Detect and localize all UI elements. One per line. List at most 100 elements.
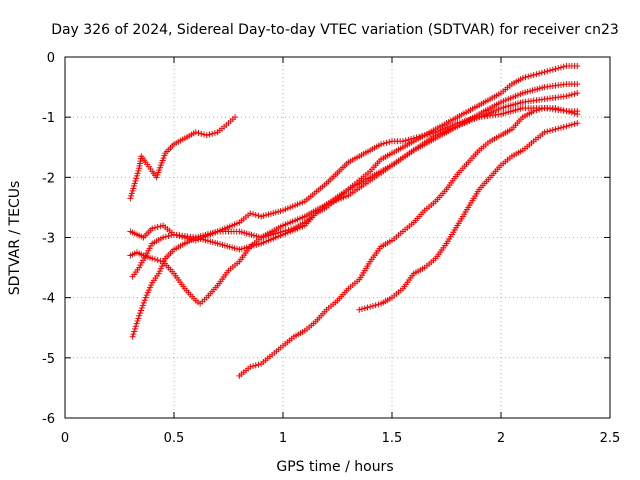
data-point <box>519 75 526 82</box>
data-point <box>157 223 164 230</box>
data-point <box>568 91 575 98</box>
data-point <box>131 180 138 187</box>
data-series <box>356 120 581 313</box>
data-point <box>547 67 554 74</box>
data-point <box>250 211 257 218</box>
data-point <box>192 129 199 136</box>
data-point <box>133 320 140 327</box>
data-point <box>134 170 141 177</box>
data-point <box>144 289 151 296</box>
data-point <box>161 258 168 265</box>
data-point <box>533 107 540 114</box>
data-point <box>247 363 254 370</box>
data-point <box>574 81 581 88</box>
x-tick-label: 0 <box>61 431 69 446</box>
data-point <box>165 232 172 239</box>
data-point <box>134 317 141 324</box>
data-point <box>375 301 382 308</box>
x-tick-label: 2 <box>497 431 505 446</box>
data-point <box>560 107 567 114</box>
data-point <box>552 126 559 133</box>
data-point <box>378 141 385 148</box>
y-tick-label: -6 <box>42 412 55 427</box>
data-point <box>130 185 137 192</box>
data-point <box>574 90 581 97</box>
data-point <box>129 187 136 194</box>
data-point <box>151 224 158 231</box>
x-tick-label: 1.5 <box>382 431 403 446</box>
y-tick-label: -3 <box>42 232 55 247</box>
data-point <box>138 304 145 311</box>
data-point <box>252 362 259 369</box>
data-series <box>236 105 581 379</box>
data-point <box>538 105 545 112</box>
data-point <box>547 127 554 134</box>
data-point <box>536 106 543 113</box>
data-point <box>155 270 162 277</box>
data-point <box>560 123 567 130</box>
data-point <box>247 210 254 217</box>
data-point <box>560 63 567 70</box>
data-point <box>200 131 207 138</box>
data-point <box>131 328 138 335</box>
data-point <box>402 137 409 144</box>
data-point <box>133 175 140 182</box>
data-point <box>148 282 155 289</box>
data-point <box>527 72 534 79</box>
plot-frame <box>64 56 611 419</box>
data-point <box>145 287 152 294</box>
data-series <box>129 63 581 280</box>
data-point <box>380 140 387 147</box>
data-point <box>132 325 139 332</box>
data-point <box>137 307 144 314</box>
data-point <box>557 64 564 71</box>
data-point <box>367 303 374 310</box>
data-point <box>522 74 529 81</box>
data-point <box>536 70 543 77</box>
data-point <box>372 302 379 309</box>
data-points <box>127 63 581 379</box>
y-tick-label: 0 <box>47 51 55 66</box>
data-point <box>151 256 158 263</box>
data-point <box>399 138 406 145</box>
data-point <box>129 333 136 340</box>
data-point <box>568 121 575 128</box>
data-point <box>137 310 144 317</box>
data-point <box>361 305 368 312</box>
data-point <box>135 167 142 174</box>
data-point <box>383 139 390 146</box>
data-point <box>541 129 548 136</box>
data-point <box>160 260 167 267</box>
data-point <box>206 131 213 138</box>
data-point <box>128 192 135 199</box>
axis-ticks: 0 0.5 1 1.5 2 2.5 -6 -5 -4 -3 -2 -1 0 <box>42 51 620 446</box>
data-point <box>139 302 146 309</box>
data-point <box>157 265 164 272</box>
data-point <box>209 130 216 137</box>
data-point <box>131 182 138 189</box>
data-point <box>356 306 363 313</box>
data-point <box>571 120 578 127</box>
data-point <box>549 126 556 133</box>
data-point <box>143 292 150 299</box>
data-point <box>563 123 570 130</box>
data-point <box>160 234 167 241</box>
data-point <box>530 72 537 79</box>
data-point <box>549 66 556 73</box>
grid <box>65 57 610 418</box>
data-series <box>127 114 239 202</box>
data-point <box>140 299 147 306</box>
data-point <box>162 233 169 240</box>
data-point <box>255 212 262 219</box>
y-tick-label: -4 <box>42 292 55 307</box>
data-point <box>130 331 137 338</box>
data-point <box>252 211 259 218</box>
data-point <box>203 132 210 139</box>
data-point <box>566 92 573 99</box>
y-tick-label: -5 <box>42 352 55 367</box>
data-point <box>154 223 161 230</box>
data-point <box>149 255 156 262</box>
data-point <box>525 73 532 80</box>
data-point <box>132 323 139 330</box>
